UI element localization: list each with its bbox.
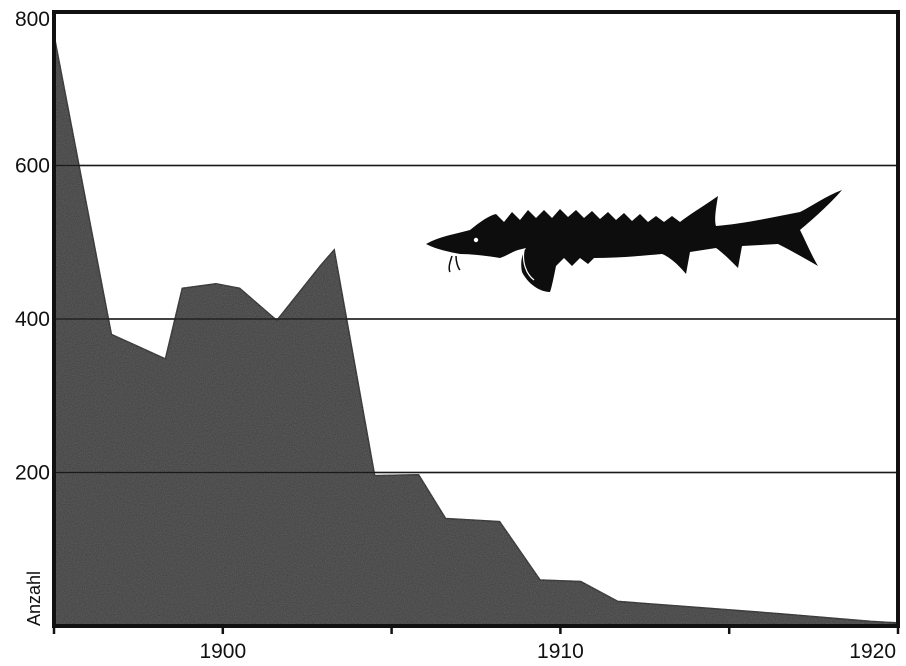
x-tick-label-1910: 1910 bbox=[537, 640, 584, 663]
x-tick-label-1900: 1900 bbox=[199, 640, 246, 663]
y-tick-label-800: 800 bbox=[15, 8, 50, 31]
y-axis: 200 400 600 800 bbox=[15, 8, 50, 485]
x-tick-label-1920: 1920 bbox=[849, 640, 896, 663]
y-tick-label-600: 600 bbox=[15, 155, 50, 178]
y-tick-label-200: 200 bbox=[15, 462, 50, 485]
sturgeon-icon bbox=[426, 190, 842, 292]
y-axis-label: Anzahl bbox=[24, 571, 44, 626]
plot-frame bbox=[52, 10, 900, 628]
gridlines-over-area bbox=[54, 164, 898, 474]
area-series bbox=[53, 34, 899, 627]
y-tick-label-400: 400 bbox=[15, 308, 50, 331]
x-axis: 1900 1910 1920 bbox=[52, 626, 900, 663]
